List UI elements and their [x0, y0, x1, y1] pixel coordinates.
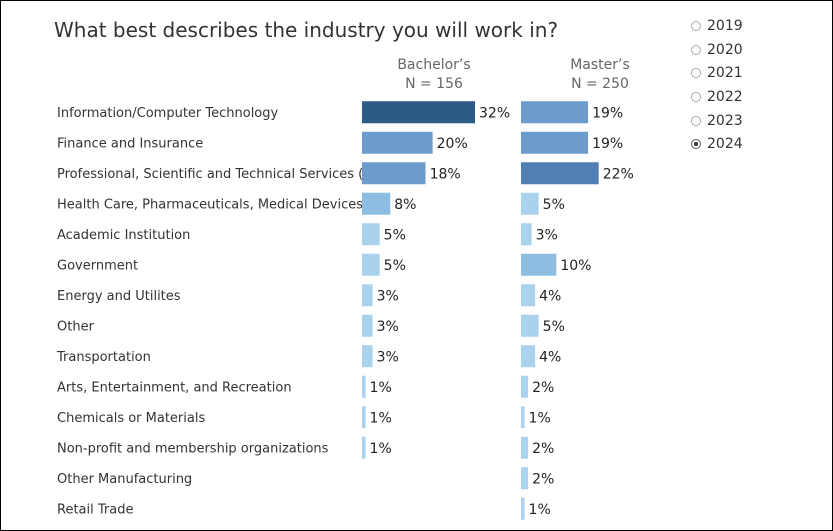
masters-bar[interactable] — [521, 223, 532, 246]
bachelors-value-label: 5% — [384, 258, 406, 274]
year-option-2019[interactable]: 2019 — [691, 14, 743, 38]
category-label: Finance and Insurance — [57, 136, 203, 151]
masters-value-label: 4% — [539, 288, 561, 304]
bachelors-value-label: 8% — [394, 197, 416, 213]
bachelors-value-label: 18% — [430, 166, 461, 182]
masters-bar[interactable] — [521, 497, 525, 520]
radio-icon[interactable] — [691, 20, 701, 31]
category-label: Chemicals or Materials — [57, 411, 205, 426]
category-label: Non-profit and membership organizations — [57, 441, 329, 456]
category-label: Other — [57, 319, 95, 334]
masters-header: Master’s N = 250 — [535, 56, 665, 94]
category-label: Transportation — [56, 350, 151, 365]
year-option-label: 2021 — [707, 65, 743, 82]
bachelors-bar[interactable] — [362, 314, 373, 337]
bachelors-bar[interactable] — [362, 192, 391, 215]
year-option-2023[interactable]: 2023 — [691, 109, 743, 133]
bachelors-bar[interactable] — [362, 345, 373, 368]
bachelors-value-label: 3% — [377, 319, 399, 335]
masters-value-label: 19% — [592, 105, 623, 121]
bachelors-header-n: N = 156 — [405, 76, 463, 92]
bachelors-bar[interactable] — [362, 223, 380, 246]
category-label: Health Care, Pharmaceuticals, Medical De… — [57, 197, 363, 212]
bachelors-bar[interactable] — [362, 375, 366, 398]
bachelors-value-label: 1% — [370, 380, 392, 396]
bachelors-bar[interactable] — [362, 101, 475, 124]
masters-bar[interactable] — [521, 375, 529, 398]
masters-value-label: 1% — [529, 410, 551, 426]
masters-value-label: 5% — [543, 319, 565, 335]
category-label: Professional, Scientific and Technical S… — [57, 167, 383, 182]
masters-value-label: 5% — [543, 197, 565, 213]
category-label: Retail Trade — [57, 502, 133, 517]
year-option-label: 2020 — [707, 41, 743, 58]
masters-value-label: 10% — [560, 258, 591, 274]
bachelors-value-label: 3% — [377, 349, 399, 365]
masters-value-label: 19% — [592, 136, 623, 152]
masters-value-label: 22% — [603, 166, 634, 182]
masters-header-name: Master’s — [570, 57, 630, 73]
radio-icon[interactable] — [691, 68, 701, 79]
masters-header-n: N = 250 — [571, 76, 629, 92]
category-label: Information/Computer Technology — [57, 106, 279, 121]
masters-bar[interactable] — [521, 101, 589, 124]
masters-bar[interactable] — [521, 192, 539, 215]
masters-bar[interactable] — [521, 406, 525, 429]
year-option-label: 2022 — [707, 88, 743, 105]
category-label: Academic Institution — [57, 228, 190, 243]
category-label: Energy and Utilites — [57, 289, 181, 304]
year-option-label: 2023 — [707, 112, 743, 129]
masters-bar[interactable] — [521, 345, 536, 368]
radio-icon[interactable] — [691, 44, 701, 55]
masters-value-label: 2% — [532, 380, 554, 396]
masters-bar[interactable] — [521, 314, 539, 337]
radio-icon[interactable] — [691, 115, 701, 126]
masters-value-label: 4% — [539, 349, 561, 365]
bachelors-header: Bachelor’s N = 156 — [369, 56, 499, 94]
category-label: Government — [57, 258, 138, 273]
masters-value-label: 3% — [536, 227, 558, 243]
bachelors-value-label: 20% — [437, 136, 468, 152]
bachelors-value-label: 5% — [384, 227, 406, 243]
masters-bar[interactable] — [521, 467, 529, 490]
masters-bar[interactable] — [521, 162, 599, 185]
masters-value-label: 2% — [532, 471, 554, 487]
bachelors-value-label: 1% — [370, 441, 392, 457]
bachelors-bar[interactable] — [362, 131, 433, 154]
bachelors-bar[interactable] — [362, 406, 366, 429]
bachelors-value-label: 32% — [479, 105, 510, 121]
bachelors-bar[interactable] — [362, 436, 366, 459]
category-label: Other Manufacturing — [57, 472, 192, 487]
bachelors-bar[interactable] — [362, 253, 380, 276]
chart-title: What best describes the industry you wil… — [54, 18, 559, 42]
radio-selected-icon[interactable] — [691, 139, 701, 150]
year-option-label: 2024 — [707, 136, 743, 153]
year-option-2020[interactable]: 2020 — [691, 38, 743, 62]
masters-bar[interactable] — [521, 436, 529, 459]
year-option-2022[interactable]: 2022 — [691, 85, 743, 109]
year-option-label: 2019 — [707, 17, 743, 34]
year-option-2021[interactable]: 2021 — [691, 61, 743, 85]
masters-value-label: 2% — [532, 441, 554, 457]
bachelors-value-label: 1% — [370, 410, 392, 426]
bachelors-value-label: 3% — [377, 288, 399, 304]
year-option-2024[interactable]: 2024 — [691, 132, 743, 156]
masters-bar[interactable] — [521, 284, 536, 307]
year-filter: 2019 2020 2021 2022 2023 2024 — [691, 14, 743, 156]
category-label: Arts, Entertainment, and Recreation — [57, 380, 292, 395]
bachelors-bar[interactable] — [362, 284, 373, 307]
masters-value-label: 1% — [529, 502, 551, 518]
bachelors-header-name: Bachelor’s — [397, 57, 471, 73]
masters-bar[interactable] — [521, 253, 557, 276]
bachelors-bar[interactable] — [362, 162, 426, 185]
masters-bar[interactable] — [521, 131, 589, 154]
radio-icon[interactable] — [691, 91, 701, 102]
